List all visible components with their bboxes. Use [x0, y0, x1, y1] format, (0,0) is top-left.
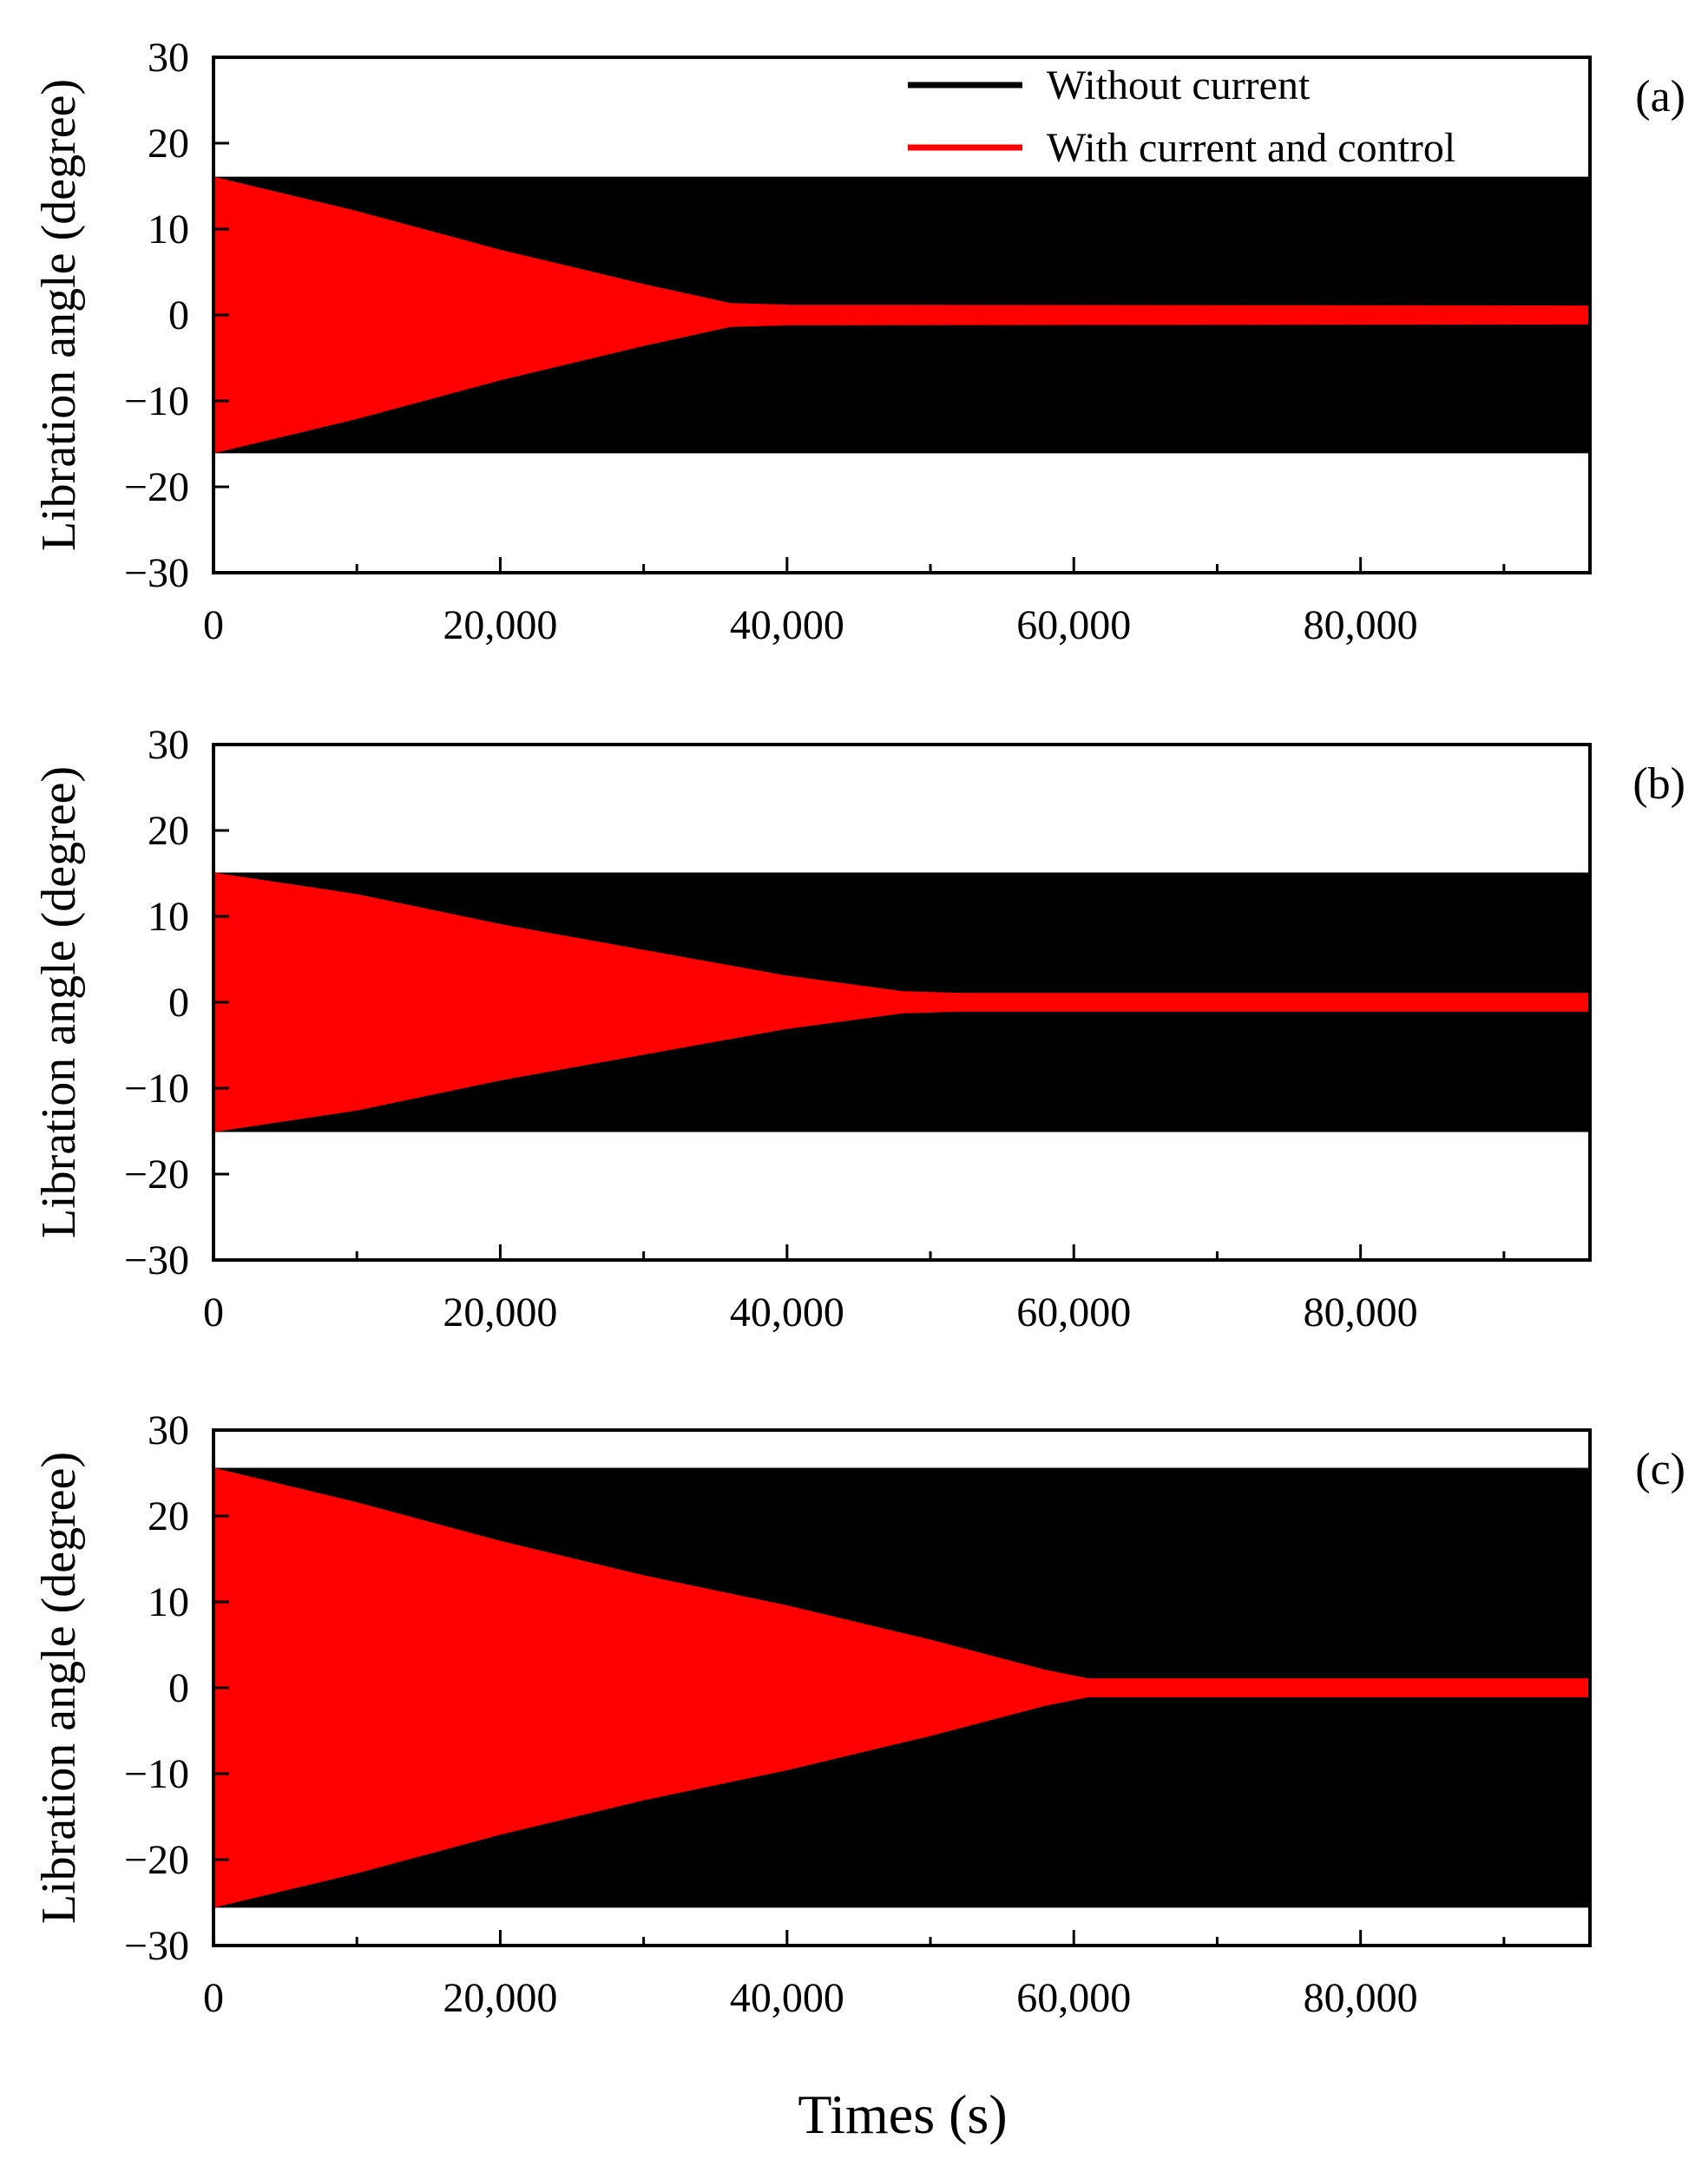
x-tick-label: 20,000 [443, 1289, 557, 1335]
y-tick-label: 30 [148, 35, 189, 81]
x-tick-label: 40,000 [730, 1975, 844, 2021]
x-axis-title: Times (s) [798, 2084, 1007, 2145]
y-tick-label: 10 [148, 207, 189, 253]
x-tick-label: 60,000 [1016, 1975, 1131, 2021]
y-tick-label: −20 [124, 1152, 189, 1198]
y-tick-label: 20 [148, 1493, 189, 1539]
y-tick-label: 0 [168, 1665, 189, 1711]
x-tick-label: 0 [203, 1289, 224, 1335]
legend-label-with-current-and-control: With current and control [1047, 125, 1455, 171]
chart-panels: 30 20 10 0 −10 −20 −30 0 20,000 40,000 60,000 80,00… [32, 35, 1685, 2021]
x-tick-label: 40,000 [730, 1289, 844, 1335]
y-tick-label: −20 [124, 1837, 189, 1883]
x-tick-label: 80,000 [1304, 1289, 1418, 1335]
y-axis-title: Libration angle (degree) [32, 79, 86, 551]
chart-panel-b: 30 20 10 0 −10 −20 −30 0 20,000 40,000 60,000 80,00… [32, 722, 1685, 1335]
y-tick-label: 10 [148, 894, 189, 940]
panel-label: (b) [1632, 759, 1685, 809]
x-tick-label: 80,000 [1304, 602, 1418, 648]
x-tick-label: 80,000 [1304, 1975, 1418, 2021]
y-tick-label: 30 [148, 722, 189, 768]
y-tick-label: 10 [148, 1579, 189, 1625]
y-tick-label: −10 [124, 1066, 189, 1112]
x-tick-label: 20,000 [443, 1975, 557, 2021]
y-tick-label: 30 [148, 1408, 189, 1454]
legend: Without current With current and control [908, 62, 1455, 171]
x-tick-label: 60,000 [1016, 1289, 1131, 1335]
y-tick-label: 20 [148, 121, 189, 167]
chart-panel-a: 30 20 10 0 −10 −20 −30 0 20,000 40,000 60,000 80,00… [32, 35, 1685, 648]
y-axis-title: Libration angle (degree) [32, 766, 86, 1238]
y-tick-label: −30 [124, 1237, 189, 1283]
x-tick-label: 60,000 [1016, 602, 1131, 648]
x-tick-label: 40,000 [730, 602, 844, 648]
y-tick-label: −30 [124, 550, 189, 596]
y-tick-label: −20 [124, 464, 189, 510]
panel-label: (a) [1635, 72, 1685, 121]
y-axis-title: Libration angle (degree) [32, 1452, 86, 1924]
y-tick-label: −30 [124, 1923, 189, 1969]
x-tick-label: 0 [203, 1975, 224, 2021]
x-tick-label: 20,000 [443, 602, 557, 648]
y-tick-label: −10 [124, 378, 189, 424]
x-tick-label: 0 [203, 602, 224, 648]
y-tick-label: 0 [168, 292, 189, 338]
y-tick-label: 20 [148, 808, 189, 854]
legend-label-without-current: Without current [1047, 62, 1311, 108]
y-tick-label: −10 [124, 1751, 189, 1797]
panel-label: (c) [1635, 1445, 1685, 1494]
y-tick-label: 0 [168, 980, 189, 1026]
chart-panel-c: 30 20 10 0 −10 −20 −30 0 20,000 40,000 60,000 80,00… [32, 1408, 1685, 2021]
